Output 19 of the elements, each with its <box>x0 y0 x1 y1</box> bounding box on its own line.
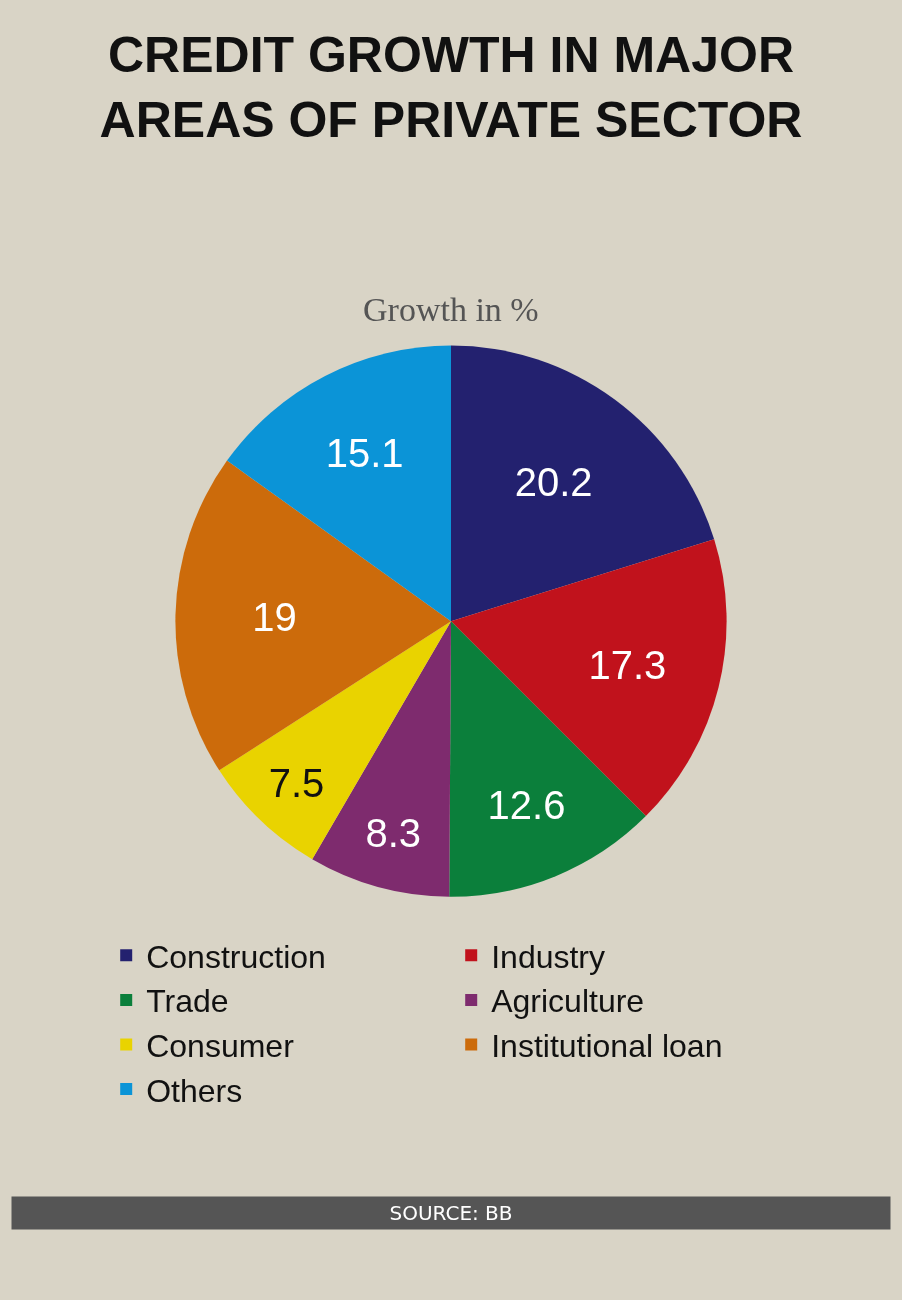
legend-label: Industry <box>491 938 606 975</box>
data-label: 20.2 <box>514 459 593 504</box>
data-label: 17.3 <box>588 642 667 687</box>
data-label: 15.1 <box>325 430 404 475</box>
legend-label: Consumer <box>146 1027 295 1064</box>
legend-label: Trade <box>146 983 229 1020</box>
pie-slice <box>451 345 715 622</box>
data-label: 7.5 <box>268 760 325 805</box>
chart-title: CREDIT GROWTH IN MAJOR AREAS OF PRIVATE SECTOR <box>99 26 803 148</box>
legend-label: Institutional loan <box>491 1027 723 1064</box>
data-label: 19 <box>252 594 297 639</box>
chart-subtitle: Growth in % <box>363 291 539 328</box>
data-label: 8.3 <box>365 810 421 855</box>
pie-slice <box>451 539 727 817</box>
source-note: SOURCE: BB <box>389 1201 513 1225</box>
legend-label: Others <box>146 1072 243 1109</box>
data-label: 12.6 <box>487 783 566 828</box>
legend-label: Agriculture <box>491 983 645 1020</box>
legend-label: Construction <box>146 938 326 975</box>
